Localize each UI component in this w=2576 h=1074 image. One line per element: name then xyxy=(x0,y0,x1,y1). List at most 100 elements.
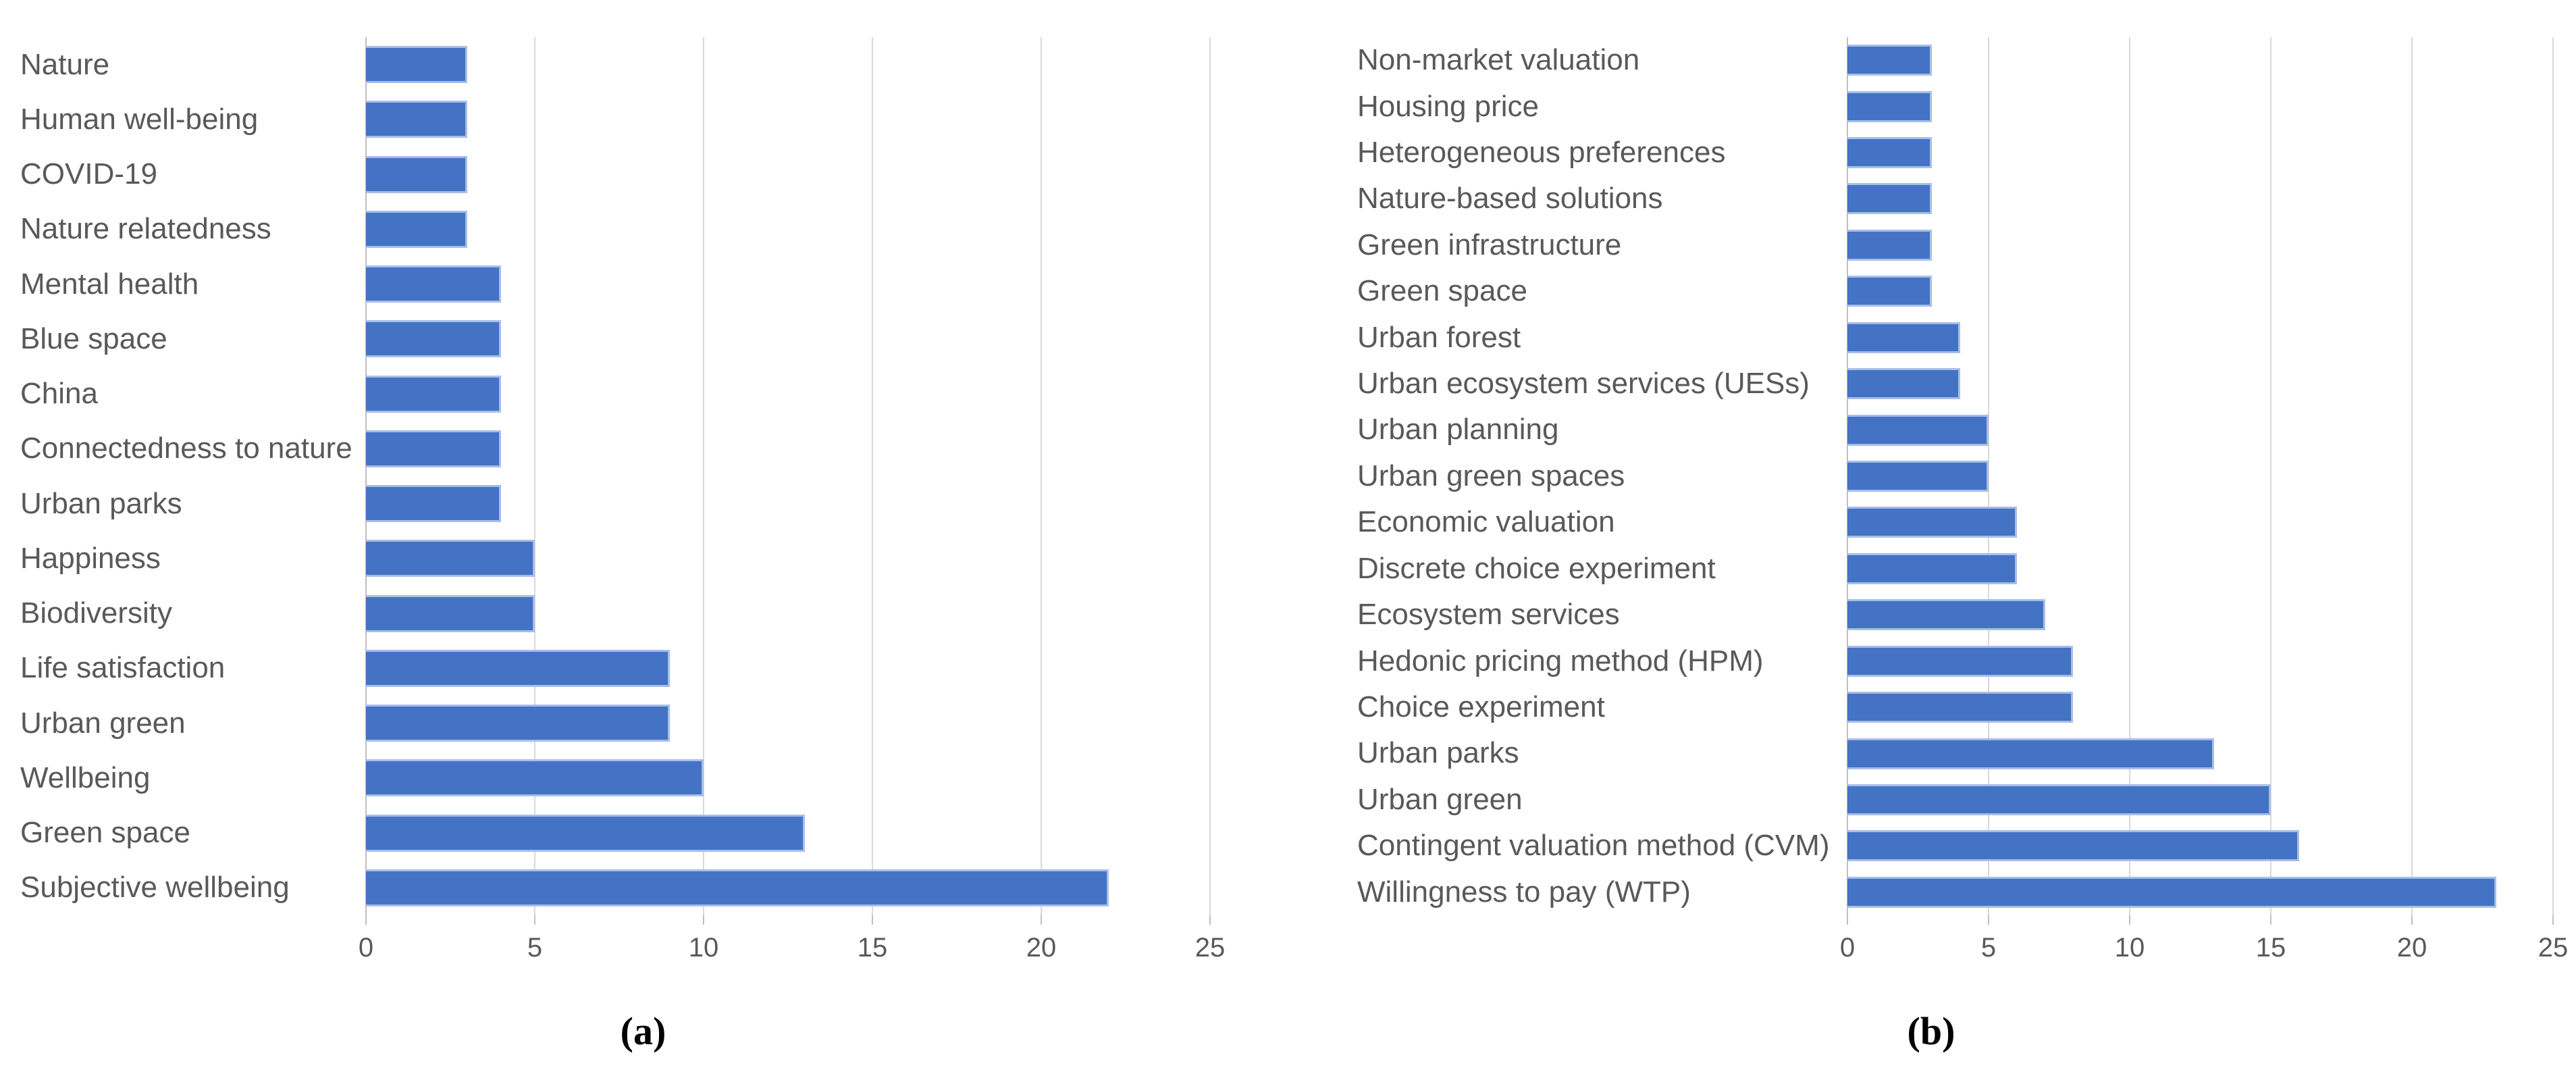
bar-row xyxy=(1847,592,2553,638)
x-axis-tick-mark xyxy=(2270,915,2271,925)
chart-b-body: Non-market valuation Housing price Heterog… xyxy=(1286,37,2576,915)
bar-row xyxy=(1847,315,2553,361)
category-label: Nature-based solutions xyxy=(1357,182,1663,215)
value-bar xyxy=(366,155,467,193)
value-bar xyxy=(366,540,535,578)
value-bar xyxy=(1847,414,1989,446)
bar-row xyxy=(366,92,1210,147)
x-axis-tick-mark xyxy=(703,915,704,925)
bar-row xyxy=(1847,83,2553,129)
bar-row xyxy=(1847,546,2553,592)
bar-row xyxy=(366,750,1210,805)
value-bar xyxy=(366,430,501,467)
chart-a-plot-area xyxy=(365,37,1211,915)
x-axis-tick-label: 25 xyxy=(1194,933,1226,963)
bar-row xyxy=(1847,222,2553,268)
category-label: Urban parks xyxy=(1357,736,1519,770)
x-axis-tick-mark xyxy=(2129,915,2130,925)
bar-row xyxy=(366,806,1210,861)
x-axis-tick-label: 20 xyxy=(2396,933,2427,963)
chart-a-category-axis: Nature Human well-being COVID-19 Nature rel… xyxy=(0,37,366,915)
bar-row xyxy=(1847,730,2553,776)
value-bar xyxy=(1847,507,2017,538)
bar-row xyxy=(366,37,1210,92)
vertical-gridline xyxy=(1209,37,1211,915)
x-axis-tick-label: 20 xyxy=(1026,933,1057,963)
category-label: Blue space xyxy=(20,322,167,355)
chart-a-axis-spacer xyxy=(0,915,366,991)
vertical-gridline xyxy=(872,37,873,915)
category-label: Contingent valuation method (CVM) xyxy=(1357,829,1830,863)
chart-b-x-axis: 0 5 10 15 20 25 xyxy=(1286,915,2576,991)
x-axis-tick-label: 25 xyxy=(2538,933,2569,963)
category-label: Subjective wellbeing xyxy=(20,871,290,904)
bar-row xyxy=(1847,407,2553,453)
chart-a-x-axis: 0 5 10 15 20 25 xyxy=(0,915,1286,991)
value-axis-line xyxy=(365,37,367,915)
bar-row xyxy=(1847,176,2553,222)
chart-a-bars xyxy=(366,37,1210,915)
category-label: COVID-19 xyxy=(20,157,157,191)
bar-row xyxy=(1847,869,2553,915)
vertical-gridline xyxy=(2129,37,2130,915)
value-bar xyxy=(366,594,535,632)
bar-row xyxy=(1847,130,2553,176)
value-bar xyxy=(1847,183,1933,215)
chart-b-category-axis: Non-market valuation Housing price Heterog… xyxy=(1286,37,1847,915)
value-bar xyxy=(1847,876,2497,908)
value-bar xyxy=(366,759,704,797)
category-label: Ecosystem services xyxy=(1357,598,1620,632)
bar-row xyxy=(1847,638,2553,684)
value-bar xyxy=(1847,738,2215,769)
value-bar xyxy=(366,46,467,84)
bar-row xyxy=(366,696,1210,750)
chart-a-gridlines xyxy=(365,37,1211,915)
x-axis-tick-mark xyxy=(1988,915,1989,925)
category-label: China xyxy=(20,377,98,411)
vertical-gridline xyxy=(1041,37,1042,915)
category-label: Human well-being xyxy=(20,102,259,136)
value-bar xyxy=(1847,368,1961,400)
value-bar xyxy=(366,705,670,742)
value-bar xyxy=(366,814,805,852)
x-axis-tick-mark xyxy=(872,915,873,925)
chart-a-body: Nature Human well-being COVID-19 Nature rel… xyxy=(0,37,1286,915)
category-label: Green space xyxy=(20,816,190,850)
category-label: Choice experiment xyxy=(1357,690,1605,724)
category-label: Urban parks xyxy=(20,486,182,520)
bar-row xyxy=(366,861,1210,915)
x-axis-tick-label: 5 xyxy=(527,933,543,963)
category-label: Green infrastructure xyxy=(1357,228,1622,261)
chart-b-bars xyxy=(1847,37,2553,915)
value-bar xyxy=(366,649,670,687)
chart-b-plot-area xyxy=(1847,37,2554,915)
value-bar xyxy=(1847,137,1933,169)
x-axis-tick-label: 15 xyxy=(2255,933,2286,963)
value-bar xyxy=(366,869,1109,906)
chart-a-x-axis-scale: 0 5 10 15 20 25 xyxy=(359,915,1225,991)
category-label: Life satisfaction xyxy=(20,651,226,685)
chart-a-caption-row: (a) xyxy=(0,1008,1286,1054)
category-label: Nature relatedness xyxy=(20,212,271,246)
value-bar xyxy=(1847,45,1933,76)
category-label: Urban planning xyxy=(1357,413,1559,446)
bar-row xyxy=(1847,268,2553,314)
vertical-gridline xyxy=(534,37,535,915)
category-label: Nature xyxy=(20,47,110,81)
bar-row xyxy=(1847,453,2553,499)
bar-row xyxy=(366,531,1210,586)
chart-a-keyword-bar-chart: Nature Human well-being COVID-19 Nature rel… xyxy=(0,0,1286,1074)
category-label: Urban green xyxy=(1357,782,1523,816)
category-label: Green space xyxy=(1357,274,1527,308)
value-bar xyxy=(1847,599,2045,631)
category-label: Wellbeing xyxy=(20,761,151,794)
value-bar xyxy=(1847,692,2074,723)
category-label: Urban green spaces xyxy=(1357,459,1625,492)
x-axis-tick-mark xyxy=(1209,915,1211,925)
category-label: Non-market valuation xyxy=(1357,43,1640,77)
category-label: Hedonic pricing method (HPM) xyxy=(1357,644,1764,677)
subfigure-a-caption: (a) xyxy=(620,1009,666,1053)
category-label: Happiness xyxy=(20,541,161,575)
x-axis-tick-label: 10 xyxy=(2114,933,2145,963)
